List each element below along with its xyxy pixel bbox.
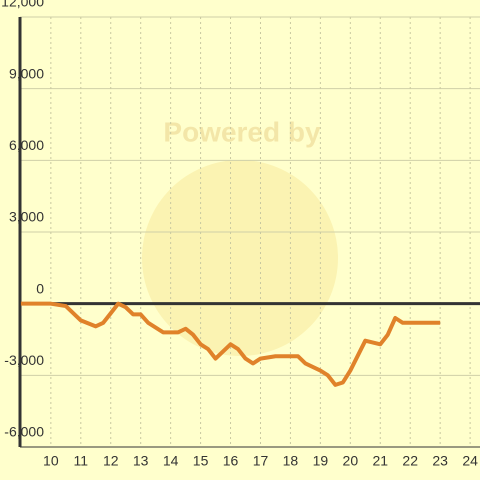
y-tick-label: -3,000 — [4, 352, 44, 368]
watermark: Powered by — [163, 116, 321, 147]
x-tick-label: 11 — [74, 453, 89, 469]
data-line — [20, 301, 441, 387]
watermark-logo — [142, 160, 338, 356]
x-tick-label: 23 — [432, 453, 448, 469]
x-tick-label: 15 — [193, 453, 209, 469]
x-tick-label: 13 — [133, 453, 149, 469]
x-tick-label: 24 — [462, 453, 478, 469]
x-tick-label: 10 — [43, 453, 59, 469]
y-tick-label: 6,000 — [9, 137, 44, 153]
x-tick-label: 12 — [103, 453, 119, 469]
y-tick-label: -6,000 — [4, 424, 44, 440]
y-tick-label: 9,000 — [9, 65, 44, 81]
x-tick-label: 20 — [343, 453, 359, 469]
x-tick-label: 16 — [223, 453, 239, 469]
x-tick-label: 18 — [283, 453, 299, 469]
y-tick-label: 12,000 — [1, 0, 44, 10]
x-tick-label: 14 — [163, 453, 179, 469]
x-tick-label: 17 — [253, 453, 269, 469]
x-tick-label: 19 — [313, 453, 329, 469]
x-tick-label: 21 — [372, 453, 388, 469]
y-tick-label: 0 — [36, 280, 44, 296]
x-tick-label: 22 — [402, 453, 418, 469]
y-tick-label: 3,000 — [9, 209, 44, 225]
